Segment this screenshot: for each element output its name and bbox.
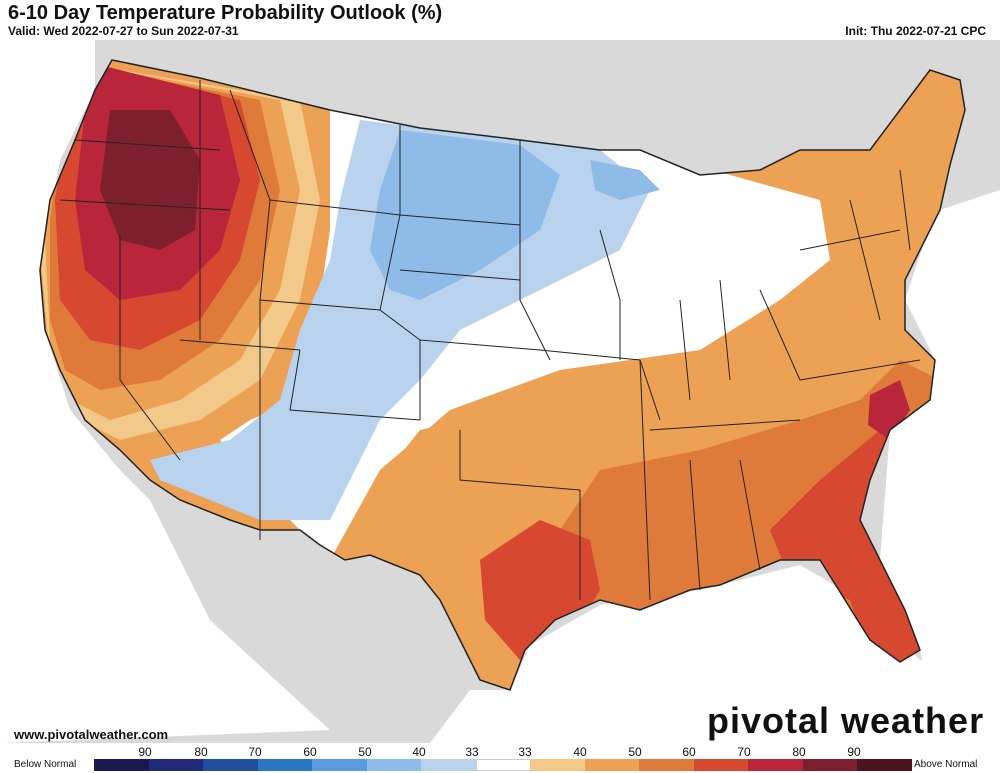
website-credit: www.pivotalweather.com — [14, 727, 169, 742]
legend-swatch — [366, 759, 422, 771]
state-borders — [59, 80, 921, 601]
legend-tick: 50 — [628, 745, 642, 759]
legend-swatch — [203, 759, 259, 771]
brand-logo: pivotal weather — [707, 700, 985, 741]
init-time: Init: Thu 2022-07-21 CPC — [845, 24, 986, 38]
pacific-ocean — [0, 40, 330, 743]
legend-tick: 50 — [358, 745, 372, 759]
legend-tick: 70 — [248, 745, 262, 759]
us-outline — [39, 59, 966, 691]
legend-swatch — [693, 759, 749, 771]
legend-tick: 90 — [847, 745, 861, 759]
legend-swatch — [584, 759, 640, 771]
legend-swatch — [421, 759, 477, 771]
outlook-map — [0, 40, 1000, 743]
legend-tick: 90 — [138, 745, 152, 759]
legend-swatch — [639, 759, 695, 771]
legend-tick: 60 — [303, 745, 317, 759]
legend-swatch — [94, 759, 150, 771]
legend-tick: 60 — [682, 745, 696, 759]
legend-swatch — [475, 759, 531, 771]
legend-swatch — [748, 759, 804, 771]
legend-swatch — [802, 759, 858, 771]
legend-tick: 33 — [465, 745, 479, 759]
legend-tick: 80 — [792, 745, 806, 759]
legend-above-label: Above Normal — [914, 759, 978, 770]
legend-swatch — [530, 759, 586, 771]
legend-swatch — [857, 759, 913, 771]
map-title: 6-10 Day Temperature Probability Outlook… — [8, 2, 443, 24]
legend-swatch — [148, 759, 204, 771]
valid-period: Valid: Wed 2022-07-27 to Sun 2022-07-31 — [8, 24, 239, 38]
legend-tick: 80 — [194, 745, 208, 759]
outlook-shading — [40, 60, 965, 690]
atlantic-ocean — [880, 190, 1000, 743]
legend-swatch — [257, 759, 313, 771]
legend-below-label: Below Normal — [14, 759, 77, 770]
legend-tick: 40 — [573, 745, 587, 759]
legend-tick: 33 — [518, 745, 532, 759]
legend-tick: 70 — [737, 745, 751, 759]
legend-tick: 40 — [412, 745, 426, 759]
legend-swatch — [312, 759, 368, 771]
